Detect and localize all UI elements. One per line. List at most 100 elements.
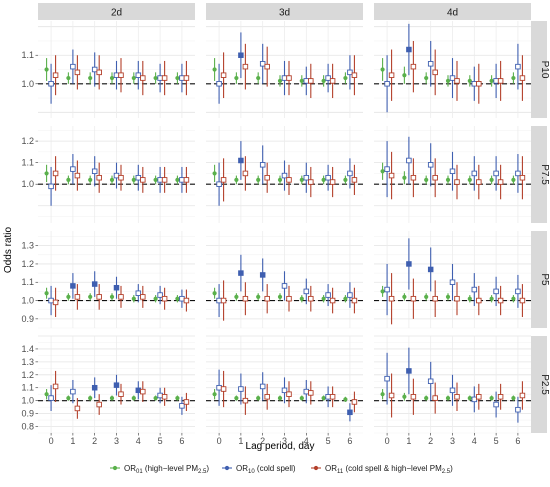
point-or01 (402, 294, 407, 299)
point-or01 (175, 177, 180, 182)
point-or11 (351, 72, 358, 78)
point-or01 (153, 177, 158, 182)
point-or11 (161, 394, 168, 400)
point-or11 (52, 383, 59, 390)
point-or10 (449, 279, 456, 285)
point-or11 (388, 392, 395, 399)
legend-label-subscript: 11 (337, 469, 344, 475)
point-or01 (380, 169, 385, 174)
point-or01 (88, 177, 93, 182)
point-or10 (157, 177, 163, 183)
point-or11 (161, 177, 168, 183)
point-or11 (161, 295, 168, 302)
panel (374, 126, 531, 223)
x-axis-title: Lag period, day (246, 441, 315, 452)
point-or10 (70, 283, 76, 289)
point-or01 (467, 395, 472, 401)
point-or10 (179, 177, 185, 183)
row-strip-label: P5 (539, 273, 550, 286)
point-or01 (234, 395, 239, 401)
point-or11 (308, 390, 314, 396)
point-or01 (424, 75, 429, 81)
point-or10 (325, 394, 331, 400)
point-or01 (131, 296, 136, 301)
point-or10 (216, 181, 222, 187)
column-strip: 2d (38, 3, 195, 20)
point-or10 (406, 261, 412, 267)
point-or10 (135, 387, 142, 394)
point-or11 (140, 294, 146, 300)
row-strip-bg (530, 231, 547, 328)
point-or01 (511, 177, 516, 182)
point-or10 (259, 383, 266, 390)
point-or11 (242, 170, 249, 177)
point-or01 (343, 177, 348, 182)
point-or11 (286, 75, 292, 81)
point-or10 (303, 174, 310, 181)
point-or01 (153, 395, 158, 401)
point-or11 (242, 295, 249, 302)
point-or10 (70, 388, 76, 395)
point-or01 (445, 294, 451, 299)
point-or10 (515, 406, 521, 413)
legend-label-part: OR (325, 464, 337, 473)
point-or11 (183, 297, 190, 304)
legend-label-subscript: 2.5 (442, 469, 451, 475)
panel (206, 335, 363, 434)
point-or10 (347, 409, 353, 416)
point-or11 (497, 179, 504, 185)
x-tick-label: 6 (347, 436, 352, 446)
point-or01 (212, 171, 217, 176)
point-or01 (380, 67, 385, 72)
point-or10 (325, 174, 331, 181)
y-tick-label: 1.3 (21, 357, 34, 367)
point-or10 (179, 295, 185, 302)
point-or11 (183, 399, 190, 405)
point-or10 (493, 288, 499, 295)
point-or01 (321, 78, 326, 84)
x-tick-label: 5 (326, 436, 331, 446)
y-tick-label: 1.2 (21, 259, 34, 269)
point-or01 (256, 177, 261, 182)
point-or11 (220, 297, 227, 304)
point-or10 (347, 170, 353, 177)
column-strip: 3d (206, 3, 363, 20)
point-or01 (489, 78, 494, 84)
point-or11 (410, 394, 417, 400)
point-or01 (66, 395, 71, 401)
x-tick-label: 5 (158, 436, 163, 446)
point-or10 (157, 75, 163, 81)
legend-label-part: ) (450, 464, 453, 473)
point-or01 (424, 294, 429, 299)
point-or01 (424, 395, 429, 401)
x-tick-label: 3 (282, 436, 287, 446)
point-or01 (489, 177, 494, 182)
row-strip-label: P10 (539, 61, 550, 79)
legend-item-or10: OR10 (cold spell) (222, 464, 296, 475)
point-or11 (183, 177, 190, 183)
point-or01 (88, 294, 93, 299)
y-tick-label: 1.0 (21, 179, 34, 189)
legend-label-part: (cold spell & high−level PM (343, 464, 442, 473)
point-or10 (406, 46, 412, 53)
point-or11 (476, 297, 482, 304)
point-or10 (157, 292, 163, 298)
x-tick-label: 4 (304, 436, 309, 446)
point-or01 (175, 395, 180, 401)
legend-label-subscript: 01 (136, 469, 143, 475)
point-or10 (493, 170, 499, 177)
point-or10 (238, 52, 244, 58)
point-or11 (140, 388, 146, 395)
point-or01 (445, 78, 451, 84)
point-or01 (511, 395, 516, 401)
x-tick-label: 2 (92, 436, 97, 446)
x-tick-label: 0 (49, 436, 54, 446)
y-tick-label: 1.1 (21, 158, 34, 168)
point-or11 (52, 299, 59, 306)
x-tick-label: 1 (406, 436, 411, 446)
point-or01 (44, 291, 49, 296)
point-or10 (157, 392, 163, 399)
legend-label-part: OR (124, 464, 136, 473)
legend-key-point (112, 465, 118, 471)
point-or11 (308, 78, 314, 84)
